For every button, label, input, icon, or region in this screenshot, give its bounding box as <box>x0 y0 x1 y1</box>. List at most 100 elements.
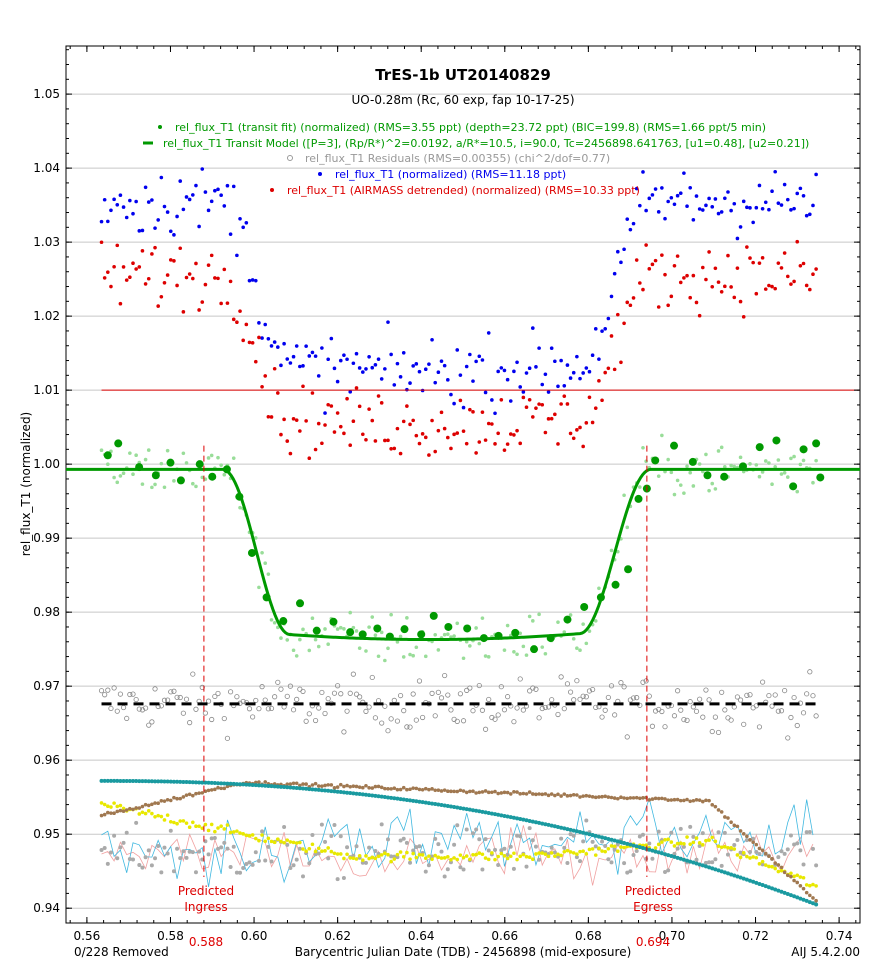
legend-marker <box>318 172 322 176</box>
detrended-flux-point <box>162 280 167 285</box>
comp-star-teal-point <box>392 796 397 801</box>
comp-star-brown-point <box>398 787 403 792</box>
comp-star-teal-point <box>187 780 192 785</box>
raw-flux-point <box>389 352 393 357</box>
detrended-flux-point <box>502 448 507 452</box>
detrended-flux-point <box>537 402 541 406</box>
detrended-flux-point <box>490 422 494 426</box>
raw-flux-point <box>203 190 208 194</box>
raw-flux-point <box>575 354 579 359</box>
comp-star-brown-point <box>575 793 579 797</box>
binned-transit-point <box>563 615 572 624</box>
raw-flux-point <box>257 321 261 325</box>
raw-flux-point <box>436 370 441 374</box>
binned-transit-point <box>296 599 305 608</box>
comp-star-yellow-point <box>187 825 192 830</box>
comp-star-gray-point <box>108 850 113 855</box>
raw-flux-point <box>294 344 299 348</box>
comp-star-teal-point <box>272 784 277 789</box>
comp-star-gray-point <box>253 850 258 855</box>
binned-transit-point <box>634 494 643 503</box>
detrended-flux-point <box>433 449 438 454</box>
raw-flux-point <box>279 363 283 368</box>
comp-star-yellow-point <box>609 844 614 848</box>
binned-transit-point <box>151 471 160 480</box>
comp-star-brown-point <box>128 806 132 811</box>
comp-star-gray-point <box>433 836 438 841</box>
detrended-flux-point <box>707 250 711 254</box>
transit-fit-point <box>543 651 548 656</box>
transit-fit-point <box>729 463 733 468</box>
comp-star-gray-point <box>360 860 365 865</box>
raw-flux-point <box>159 175 164 180</box>
residual-point <box>221 715 227 722</box>
detrended-flux-point <box>272 366 277 371</box>
comp-star-teal-point <box>555 825 560 830</box>
comp-star-brown-point <box>779 865 784 870</box>
binned-transit-point <box>329 617 338 626</box>
comp-star-brown-point <box>449 789 453 794</box>
residual-point <box>335 683 341 689</box>
transit-fit-point <box>194 484 198 489</box>
detrended-flux-point <box>767 283 771 288</box>
transit-fit-point <box>719 445 724 450</box>
comp-star-gray-point <box>782 851 787 856</box>
comp-star-teal-point <box>105 778 110 783</box>
raw-flux-point <box>197 224 201 229</box>
comp-star-teal-point <box>716 868 721 873</box>
detrended-flux-point <box>206 263 211 267</box>
transit-fit-point <box>575 646 579 651</box>
raw-flux-point <box>194 183 198 188</box>
comp-star-yellow-point <box>121 806 126 811</box>
comp-star-teal-point <box>385 795 390 800</box>
raw-flux-point <box>556 384 560 389</box>
raw-flux-point <box>427 362 431 366</box>
comp-star-yellow-point <box>263 839 268 844</box>
detrended-flux-point <box>298 429 302 433</box>
comp-star-brown-point <box>719 810 724 814</box>
detrended-flux-point <box>260 384 264 389</box>
comp-star-brown-point <box>420 787 425 792</box>
comp-star-yellow-point <box>546 854 551 859</box>
detrended-flux-point <box>430 418 434 423</box>
detrended-flux-point <box>102 276 107 280</box>
raw-flux-point <box>449 392 453 397</box>
comp-star-yellow-point <box>235 829 239 833</box>
comp-star-brown-point <box>597 795 601 799</box>
comp-star-yellow-point <box>675 841 680 846</box>
comp-star-teal-point <box>530 819 535 824</box>
comp-star-teal-point <box>810 901 815 906</box>
transit-fit-point <box>140 482 145 486</box>
comp-star-yellow-point <box>178 819 183 823</box>
comp-star-brown-point <box>770 856 774 861</box>
raw-flux-point <box>798 186 803 191</box>
comp-star-gray-point <box>458 865 463 870</box>
transit-fit-point <box>773 465 777 469</box>
legend-marker <box>270 188 274 192</box>
comp-star-brown-point <box>808 893 812 898</box>
raw-flux-point <box>754 205 759 210</box>
comp-star-gray-point <box>464 827 469 832</box>
raw-flux-point <box>694 194 699 198</box>
comp-star-teal-point <box>470 808 475 813</box>
comp-star-yellow-point <box>310 842 315 847</box>
binned-transit-point <box>135 463 144 472</box>
residual-point <box>272 694 278 700</box>
raw-flux-point <box>276 345 280 349</box>
comp-star-brown-point <box>628 796 633 800</box>
residual-point <box>542 704 548 711</box>
transit-fit-point <box>338 625 343 630</box>
transit-fit-point <box>672 492 677 497</box>
raw-flux-point <box>537 346 541 350</box>
comp-star-yellow-point <box>342 856 346 861</box>
transit-fit-point <box>530 619 535 623</box>
transit-fit-point <box>502 648 507 652</box>
comp-star-gray-point <box>99 848 104 853</box>
transit-fit-point <box>326 642 330 647</box>
comp-star-gray-point <box>310 833 315 838</box>
comp-star-brown-point <box>194 791 198 796</box>
raw-flux-point <box>222 204 227 208</box>
comp-star-gray-point <box>131 857 136 862</box>
residual-point <box>401 708 407 714</box>
comp-star-teal-point <box>779 889 784 894</box>
